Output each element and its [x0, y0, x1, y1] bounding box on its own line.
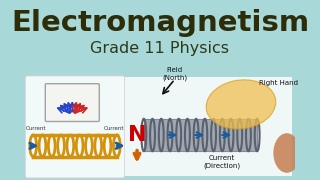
FancyBboxPatch shape [45, 84, 99, 122]
Text: Field
(North): Field (North) [162, 67, 188, 81]
Ellipse shape [273, 133, 300, 173]
Text: Electromagnetism: Electromagnetism [11, 9, 309, 37]
Ellipse shape [206, 80, 276, 129]
Text: Current
(Direction): Current (Direction) [204, 155, 241, 169]
FancyBboxPatch shape [25, 76, 125, 178]
Text: Right Hand: Right Hand [259, 80, 298, 86]
Text: Current: Current [26, 127, 46, 132]
Text: Current: Current [104, 127, 124, 132]
Text: N: N [128, 125, 146, 145]
Bar [125, 77, 292, 176]
Text: Grade 11 Physics: Grade 11 Physics [91, 41, 229, 56]
Bar [144, 119, 257, 151]
